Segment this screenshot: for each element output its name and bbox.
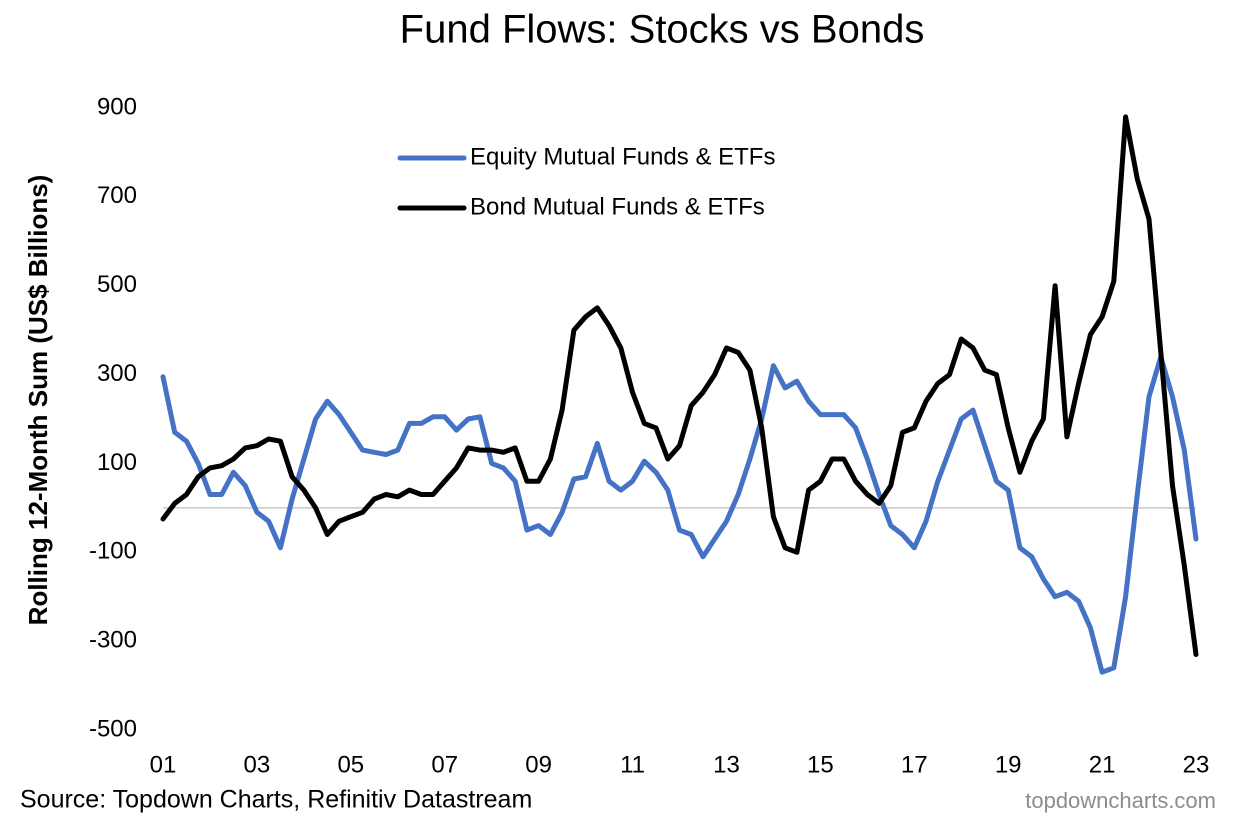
- y-tick-label: 700: [97, 182, 137, 209]
- y-tick-label: 900: [97, 93, 137, 120]
- y-tick-label: -100: [89, 538, 137, 565]
- legend-label: Bond Mutual Funds & ETFs: [470, 193, 765, 220]
- x-tick-label: 05: [337, 751, 364, 778]
- x-tick-label: 17: [901, 751, 928, 778]
- source-note: Source: Topdown Charts, Refinitiv Datast…: [20, 786, 532, 814]
- x-tick-label: 15: [807, 751, 834, 778]
- series-line: [160, 114, 1199, 657]
- x-tick-label: 01: [150, 751, 177, 778]
- x-tick-label: 09: [525, 751, 552, 778]
- y-tick-label: 100: [97, 449, 137, 476]
- y-tick-label: -500: [89, 715, 137, 742]
- y-tick-label: 300: [97, 360, 137, 387]
- y-tick-label: 500: [97, 271, 137, 298]
- x-tick-label: 03: [244, 751, 271, 778]
- watermark: topdowncharts.com: [1025, 788, 1216, 813]
- series-line: [160, 354, 1199, 675]
- x-tick-label: 13: [713, 751, 740, 778]
- y-tick-label: -300: [89, 626, 137, 653]
- x-tick-label: 11: [620, 751, 645, 778]
- y-axis-label: Rolling 12-Month Sum (US$ Billions): [23, 175, 53, 626]
- x-tick-label: 19: [995, 751, 1022, 778]
- x-tick-label: 21: [1089, 751, 1116, 778]
- chart-title: Fund Flows: Stocks vs Bonds: [400, 8, 925, 52]
- x-tick-label: 23: [1183, 751, 1210, 778]
- legend-label: Equity Mutual Funds & ETFs: [470, 143, 775, 170]
- x-tick-label: 07: [431, 751, 458, 778]
